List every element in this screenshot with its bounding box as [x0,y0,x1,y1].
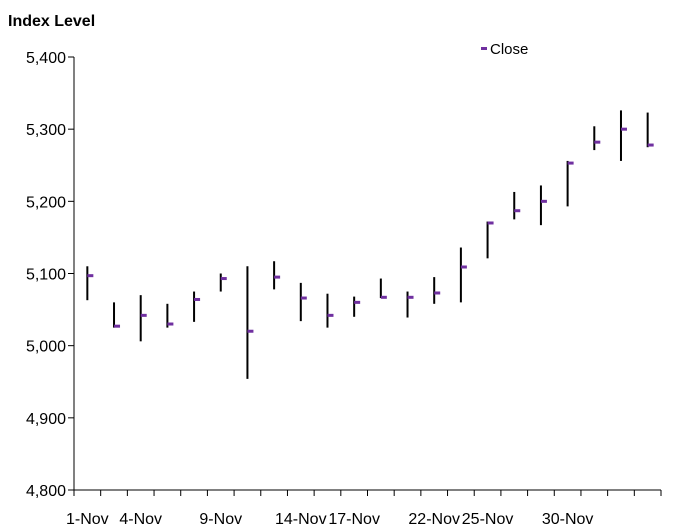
x-tick-label: 9-Nov [199,511,242,528]
x-tick-label: 14-Nov [275,511,327,528]
y-tick-label: 5,300 [26,122,66,139]
close-marker [114,324,121,328]
plot-marks [86,110,654,379]
close-marker [194,297,201,301]
close-marker [620,127,627,131]
y-tick-label: 4,900 [26,411,66,428]
x-tick-label: 25-Nov [462,511,514,528]
close-marker [407,295,414,299]
chart-title: Index Level [8,13,95,30]
close-marker [487,221,494,225]
close-marker [140,313,147,317]
y-tick-label: 5,200 [26,194,66,211]
close-marker [434,291,441,295]
y-tick-label: 5,400 [26,50,66,67]
close-marker [220,277,227,281]
close-marker [514,209,521,213]
close-marker [380,295,387,299]
x-axis: 1-Nov 4-Nov 9-Nov 14-Nov 17-Nov 22-Nov 25-Nov 3… [66,489,662,528]
close-marker [567,161,574,165]
legend-close-marker [481,47,487,50]
close-marker [167,322,174,326]
x-tick-label: 1-Nov [66,511,109,528]
y-tick-label: 4,800 [26,483,66,500]
y-tick-label: 5,100 [26,267,66,284]
y-axis: 4,800 4,900 5,000 5,100 5,200 5,300 5,400 [26,50,75,500]
close-marker [300,296,307,300]
close-marker [647,143,654,147]
x-tick-label: 22-Nov [408,511,460,528]
close-marker [354,300,361,304]
close-marker [540,199,547,203]
legend-close-label: Close [490,41,528,58]
close-marker [87,274,94,278]
x-tick-label: 4-Nov [119,511,162,528]
x-tick-label: 17-Nov [328,511,380,528]
close-marker [460,265,467,269]
close-marker [247,329,254,333]
close-marker [594,140,601,144]
close-marker [327,313,334,317]
x-tick-label: 30-Nov [542,511,594,528]
close-marker [274,275,281,279]
y-tick-label: 5,000 [26,339,66,356]
legend: Close [481,41,528,58]
